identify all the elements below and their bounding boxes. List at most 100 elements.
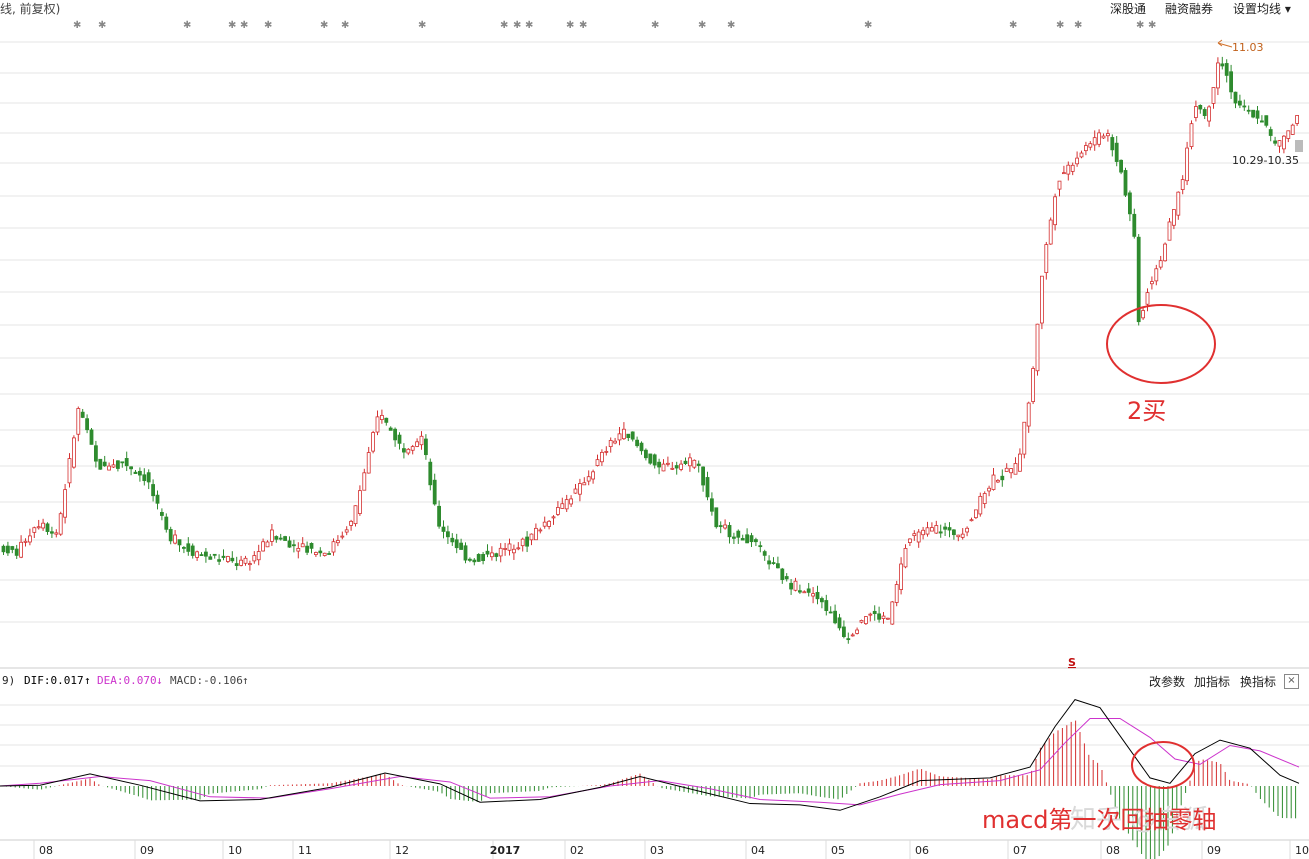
- candle-body: [89, 429, 94, 445]
- chevron-down-icon: ▾: [1284, 2, 1291, 16]
- candle-body: [441, 526, 446, 532]
- candle-body: [186, 543, 191, 552]
- candle-body: [309, 543, 314, 549]
- candle-body: [969, 519, 974, 522]
- candle-body: [1264, 115, 1269, 126]
- candle-body: [454, 539, 459, 549]
- candle-body: [102, 461, 107, 467]
- macd-arrow-icon: ↑: [242, 674, 249, 687]
- candlestick-series: [1, 56, 1299, 644]
- candle-body: [595, 459, 600, 466]
- candle-body: [6, 545, 10, 554]
- candle-body: [1198, 104, 1203, 110]
- candle-body: [586, 476, 591, 482]
- moving-average-settings-button[interactable]: 设置均线 ▾: [1233, 0, 1291, 17]
- event-marker-icon: ✱: [418, 20, 426, 31]
- candle-body: [344, 529, 349, 533]
- candle-body: [921, 529, 925, 536]
- candle-body: [1119, 159, 1123, 173]
- x-tick-label: 2017: [490, 844, 521, 857]
- candle-body: [327, 553, 332, 555]
- candle-body: [375, 416, 380, 433]
- change-params-button[interactable]: 改参数: [1149, 675, 1186, 689]
- candle-body: [837, 617, 842, 629]
- candle-body: [582, 482, 587, 486]
- candle-body: [151, 484, 156, 497]
- candle-body: [1066, 164, 1071, 175]
- dif-arrow-icon: ↑: [84, 674, 91, 687]
- event-marker-icon: ✱: [320, 20, 328, 31]
- candle-body: [142, 474, 147, 482]
- event-marker-icon: ✱: [500, 20, 508, 31]
- max-price-arrow-icon: [1217, 39, 1233, 48]
- candle-body: [701, 466, 705, 486]
- candle-body: [802, 591, 807, 594]
- candle-body: [1075, 157, 1079, 165]
- add-indicator-button[interactable]: 加指标: [1194, 675, 1231, 689]
- candle-body: [379, 415, 384, 420]
- candle-body: [1101, 135, 1106, 139]
- candle-body: [1132, 213, 1137, 237]
- candle-body: [881, 615, 886, 619]
- x-tick-label: 09: [1207, 844, 1221, 857]
- candle-body: [960, 533, 965, 538]
- event-marker-icon: ✱: [1148, 20, 1156, 31]
- candle-body: [230, 557, 235, 562]
- candle-body: [195, 551, 200, 558]
- candle-body: [1097, 132, 1101, 145]
- candle-body: [133, 471, 138, 474]
- candle-body: [732, 536, 736, 539]
- candle-body: [1176, 191, 1181, 216]
- shenzhen-connect-button[interactable]: 深股通: [1110, 2, 1147, 16]
- candle-body: [137, 470, 142, 476]
- macd-histogram: [1, 720, 1297, 859]
- candle-body: [556, 507, 560, 515]
- candle-body: [168, 529, 173, 542]
- candle-body: [10, 546, 15, 550]
- candle-body: [164, 516, 169, 530]
- candle-body: [36, 526, 41, 529]
- candle-body: [604, 450, 609, 453]
- candle-body: [1189, 123, 1194, 147]
- candle-body: [1000, 475, 1005, 481]
- candle-body: [94, 445, 98, 462]
- candle-body: [793, 580, 798, 591]
- candle-body: [1273, 140, 1277, 144]
- x-tick-label: 10: [228, 844, 242, 857]
- candle-body: [850, 634, 855, 637]
- candle-body: [1088, 143, 1093, 148]
- buy2-circle: [1106, 304, 1216, 384]
- candle-body: [516, 547, 521, 550]
- switch-indicator-button[interactable]: 换指标: [1240, 675, 1277, 689]
- candle-body: [432, 479, 437, 505]
- close-icon[interactable]: ×: [1284, 674, 1299, 689]
- event-marker-icon: ✱: [579, 20, 587, 31]
- candle-body: [85, 418, 89, 431]
- event-marker-icon: ✱: [651, 20, 659, 31]
- candle-body: [1255, 110, 1260, 119]
- candle-body: [806, 588, 811, 593]
- price-gridlines: [0, 41, 1309, 669]
- candle-body: [489, 552, 494, 558]
- top-toolbar: 线, 前复权) 深股通 融资融券 设置均线 ▾: [0, 0, 1309, 18]
- candle-body: [666, 462, 670, 465]
- candle-body: [573, 488, 578, 494]
- candle-body: [445, 531, 450, 538]
- candle-body: [1040, 275, 1044, 324]
- candle-body: [155, 494, 160, 504]
- candle-body: [916, 531, 921, 543]
- event-marker-icon: ✱: [228, 20, 236, 31]
- candle-body: [1158, 260, 1163, 268]
- x-tick-label: 09: [140, 844, 154, 857]
- candle-body: [1246, 109, 1251, 112]
- candle-body: [472, 559, 477, 563]
- candle-body: [547, 520, 551, 527]
- candle-body: [76, 408, 81, 435]
- margin-trading-button[interactable]: 融资融券: [1165, 2, 1214, 16]
- candle-body: [1123, 170, 1128, 196]
- candle-body: [1211, 87, 1216, 104]
- candle-body: [644, 449, 648, 459]
- candle-body: [657, 461, 661, 468]
- event-marker-icon: ✱: [240, 20, 248, 31]
